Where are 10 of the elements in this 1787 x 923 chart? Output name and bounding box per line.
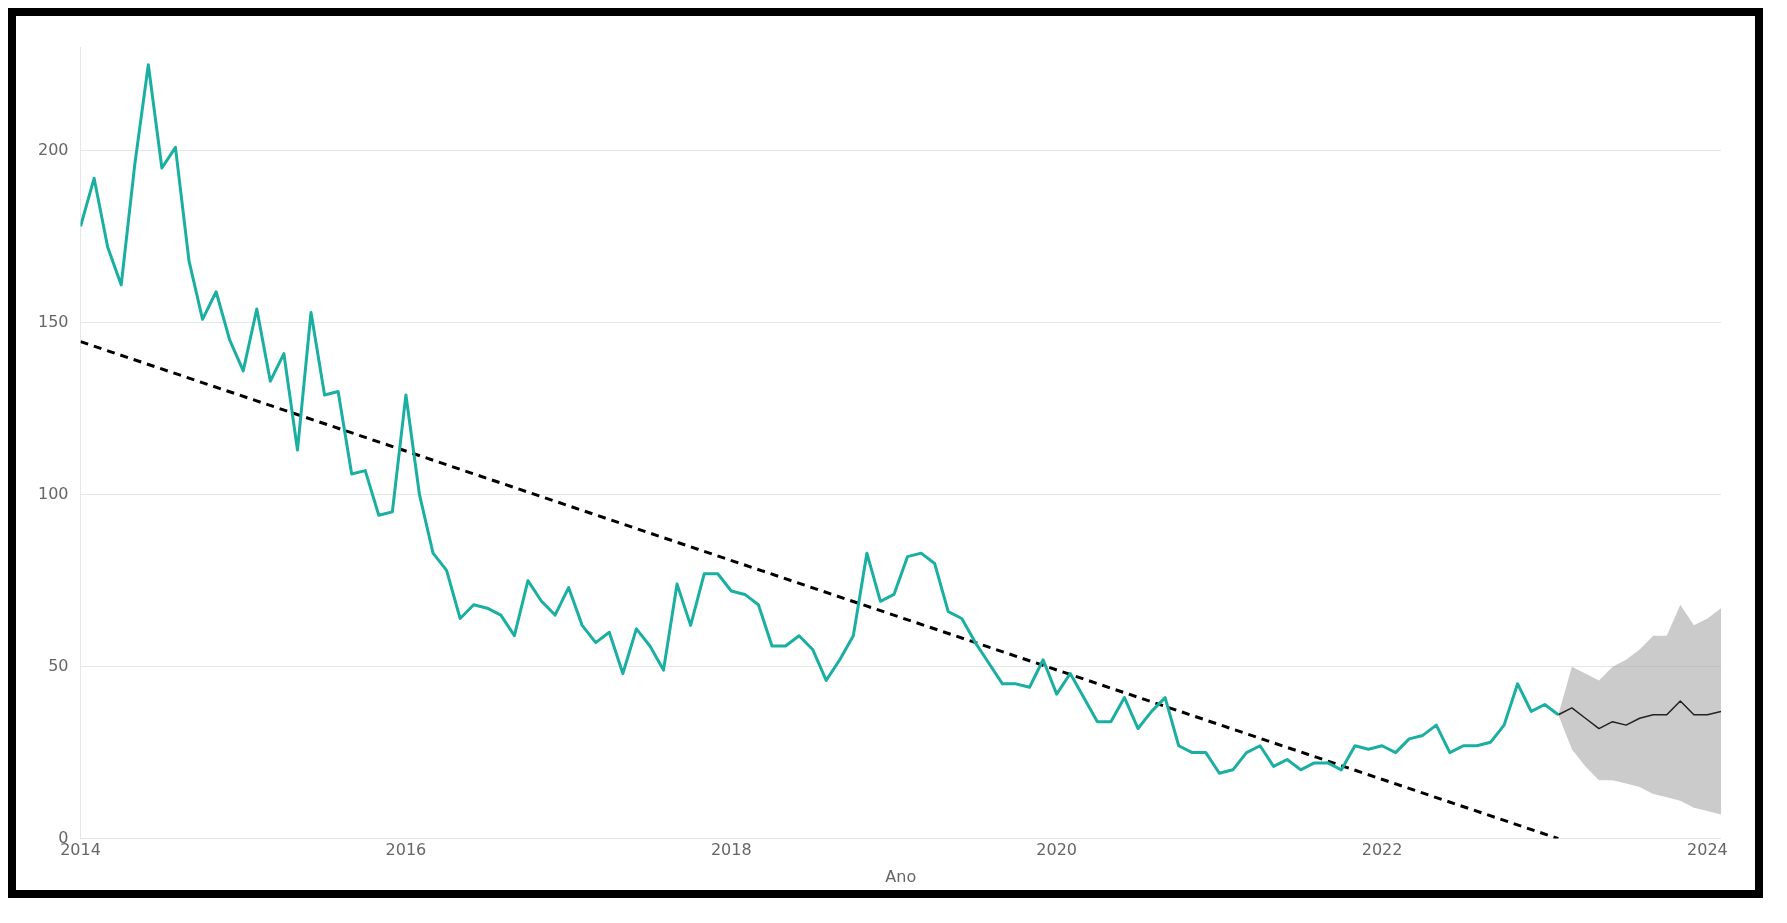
x-tick-label: 2024: [1687, 840, 1728, 860]
y-tick-label: 150: [37, 311, 69, 331]
y-tick-label: 50: [48, 655, 69, 675]
x-axis-title: Ano: [885, 866, 917, 886]
x-tick-label: 2020: [1036, 840, 1078, 860]
x-tick-label: 2022: [1361, 840, 1403, 860]
x-tick-label: 2016: [385, 840, 427, 860]
y-tick-label: 100: [37, 483, 69, 503]
y-tick-label: 200: [37, 139, 69, 159]
x-tick-label: 2018: [710, 840, 752, 860]
